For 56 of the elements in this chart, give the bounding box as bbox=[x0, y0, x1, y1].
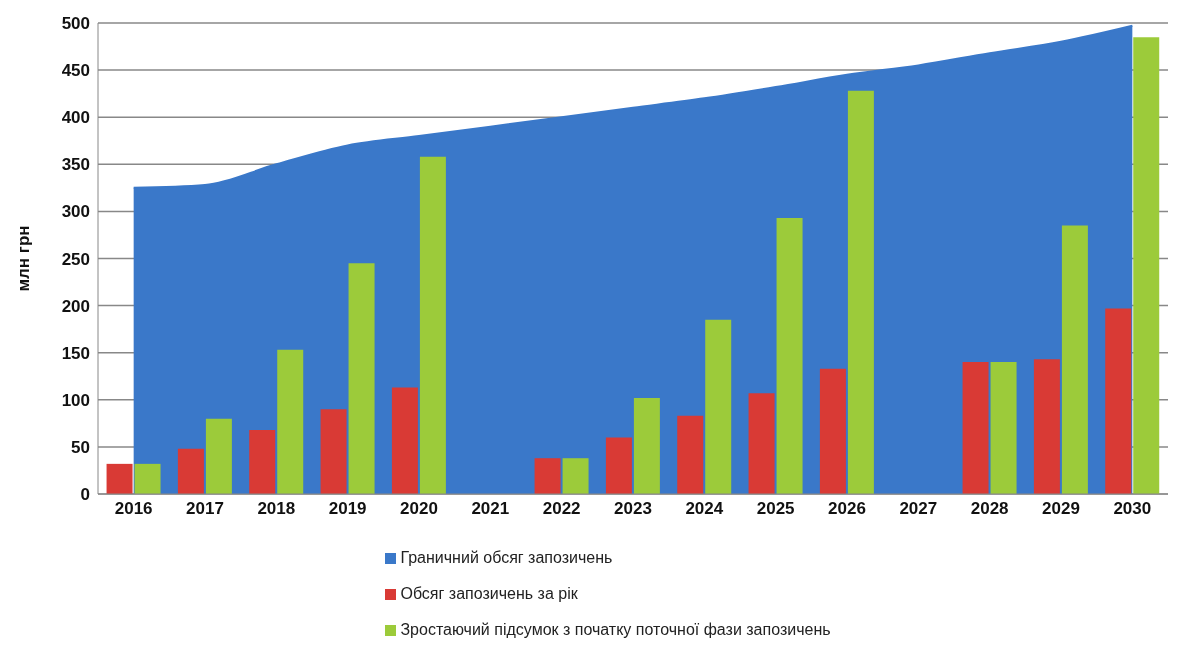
y-tick-label: 300 bbox=[61, 202, 90, 222]
bar bbox=[605, 437, 632, 494]
legend-label: Зростаючий підсумок з початку поточної фази запозичень bbox=[400, 621, 831, 638]
bar bbox=[633, 397, 660, 494]
x-tick-label: 2024 bbox=[685, 499, 724, 519]
bar bbox=[277, 349, 304, 494]
x-tick-label: 2023 bbox=[614, 499, 652, 519]
bar bbox=[819, 368, 846, 494]
y-tick-label: 0 bbox=[80, 485, 90, 505]
bar bbox=[419, 156, 446, 494]
bar bbox=[776, 217, 803, 494]
bar bbox=[677, 415, 704, 494]
bar bbox=[177, 448, 204, 494]
bar bbox=[320, 409, 347, 494]
x-tick-label: 2028 bbox=[970, 499, 1009, 519]
bar bbox=[1133, 37, 1160, 494]
bar bbox=[1061, 225, 1088, 494]
y-tick-label: 250 bbox=[61, 249, 90, 269]
x-tick-label: 2016 bbox=[114, 499, 153, 519]
bar bbox=[562, 458, 589, 494]
x-tick-label: 2026 bbox=[828, 499, 866, 519]
bar bbox=[1105, 308, 1132, 494]
x-tick-label: 2027 bbox=[899, 499, 938, 519]
y-tick-label: 100 bbox=[61, 390, 90, 410]
bar bbox=[348, 263, 375, 494]
y-tick-label: 50 bbox=[71, 437, 90, 457]
bar bbox=[205, 418, 232, 494]
y-tick-label: 350 bbox=[61, 155, 90, 175]
bar bbox=[134, 463, 161, 494]
bar bbox=[249, 429, 276, 494]
bar bbox=[962, 362, 989, 494]
y-tick-label: 450 bbox=[61, 61, 90, 81]
y-tick-label: 500 bbox=[61, 14, 90, 34]
y-axis-title: млн грн bbox=[14, 225, 34, 292]
bar bbox=[1033, 359, 1060, 494]
y-tick-label: 150 bbox=[61, 343, 90, 363]
x-tick-label: 2017 bbox=[186, 499, 224, 519]
bar bbox=[748, 393, 775, 494]
y-tick-label: 400 bbox=[61, 108, 90, 128]
x-tick-label: 2020 bbox=[400, 499, 438, 519]
legend-label: Граничний обсяг запозичень bbox=[400, 549, 613, 566]
bar bbox=[391, 387, 418, 494]
x-tick-label: 2030 bbox=[1113, 499, 1152, 519]
bar bbox=[106, 463, 133, 494]
bar bbox=[705, 319, 732, 494]
y-tick-label: 200 bbox=[61, 296, 90, 316]
x-tick-label: 2021 bbox=[471, 499, 510, 519]
bar bbox=[534, 458, 561, 494]
x-tick-label: 2022 bbox=[542, 499, 581, 519]
bar bbox=[847, 90, 874, 494]
bar bbox=[990, 362, 1017, 494]
legend-label: Обсяг запозичень за рік bbox=[400, 585, 578, 602]
x-tick-label: 2018 bbox=[257, 499, 296, 519]
x-tick-label: 2029 bbox=[1042, 499, 1080, 519]
x-tick-label: 2019 bbox=[328, 499, 367, 519]
x-tick-label: 2025 bbox=[756, 499, 795, 519]
